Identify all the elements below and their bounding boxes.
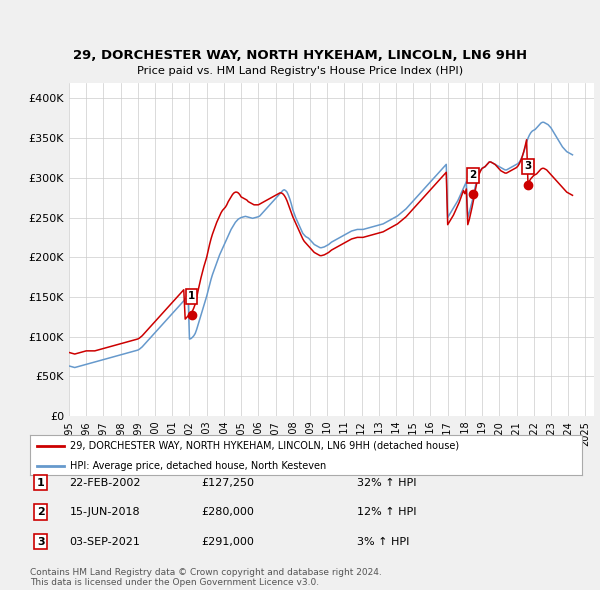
Text: £280,000: £280,000 bbox=[202, 507, 254, 517]
Text: 3% ↑ HPI: 3% ↑ HPI bbox=[357, 537, 409, 546]
Text: Contains HM Land Registry data © Crown copyright and database right 2024.
This d: Contains HM Land Registry data © Crown c… bbox=[30, 568, 382, 587]
Text: 3: 3 bbox=[37, 537, 44, 546]
Text: 1: 1 bbox=[37, 478, 44, 487]
Text: 3: 3 bbox=[524, 162, 532, 172]
Text: 12% ↑ HPI: 12% ↑ HPI bbox=[357, 507, 416, 517]
Text: 2: 2 bbox=[37, 507, 44, 517]
Text: £127,250: £127,250 bbox=[202, 478, 254, 487]
Text: 32% ↑ HPI: 32% ↑ HPI bbox=[357, 478, 416, 487]
Text: Price paid vs. HM Land Registry's House Price Index (HPI): Price paid vs. HM Land Registry's House … bbox=[137, 65, 463, 76]
Text: £291,000: £291,000 bbox=[202, 537, 254, 546]
Text: 1: 1 bbox=[188, 291, 195, 301]
Text: 03-SEP-2021: 03-SEP-2021 bbox=[70, 537, 140, 546]
Text: 29, DORCHESTER WAY, NORTH HYKEHAM, LINCOLN, LN6 9HH: 29, DORCHESTER WAY, NORTH HYKEHAM, LINCO… bbox=[73, 49, 527, 62]
Text: 15-JUN-2018: 15-JUN-2018 bbox=[70, 507, 140, 517]
Text: 22-FEB-2002: 22-FEB-2002 bbox=[69, 478, 141, 487]
Text: 2: 2 bbox=[469, 171, 476, 180]
Text: HPI: Average price, detached house, North Kesteven: HPI: Average price, detached house, Nort… bbox=[70, 461, 326, 471]
Text: 29, DORCHESTER WAY, NORTH HYKEHAM, LINCOLN, LN6 9HH (detached house): 29, DORCHESTER WAY, NORTH HYKEHAM, LINCO… bbox=[70, 441, 459, 451]
